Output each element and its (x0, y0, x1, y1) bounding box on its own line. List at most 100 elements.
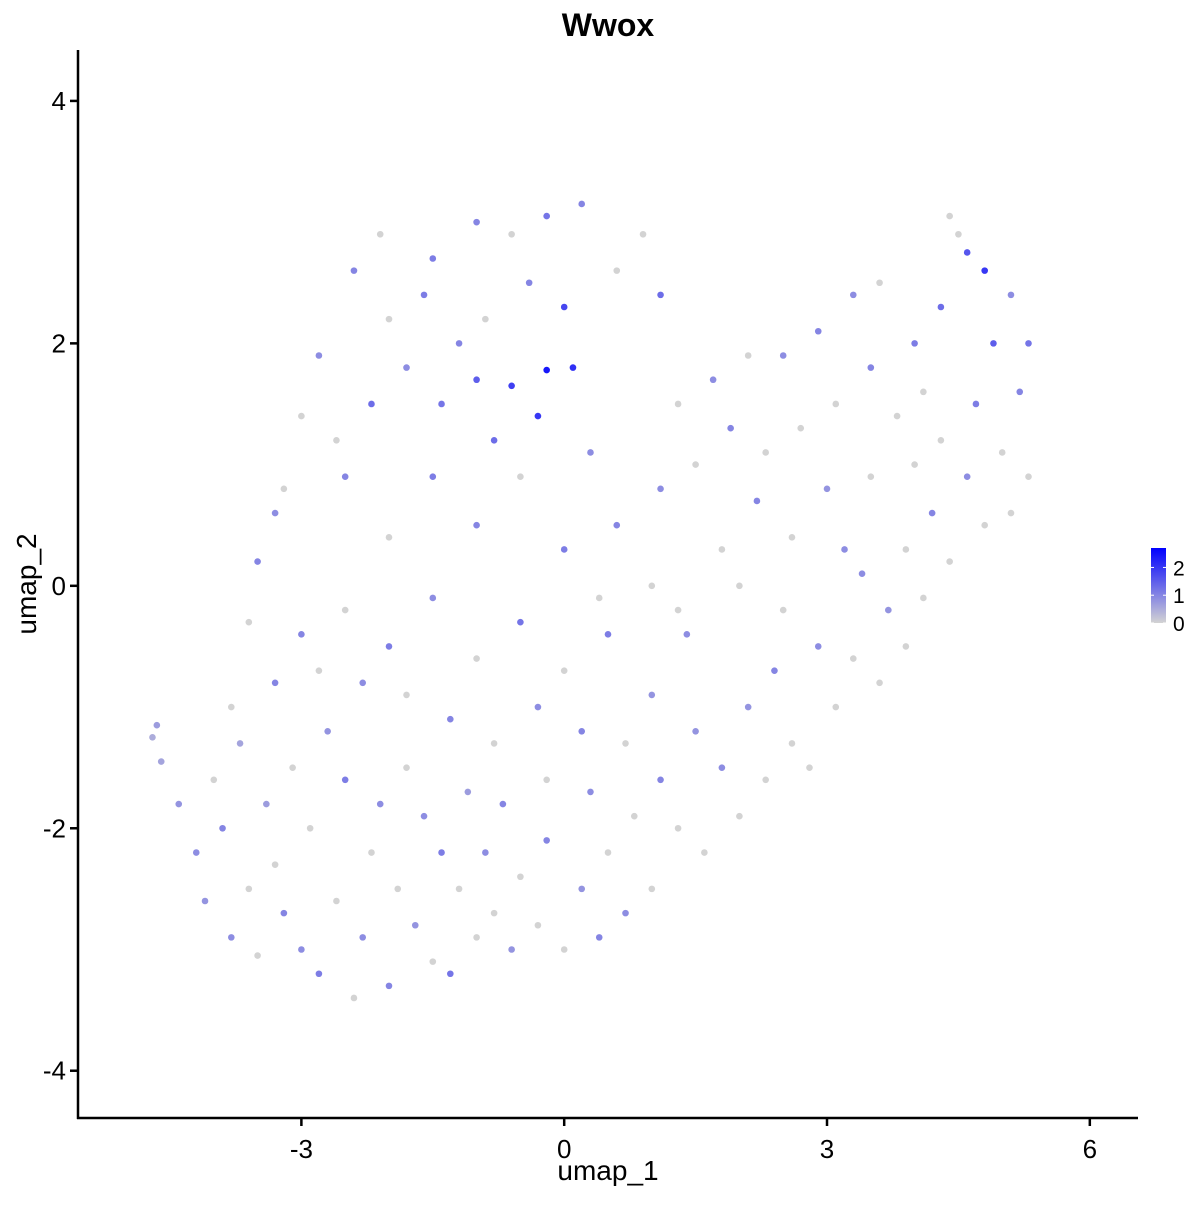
point (902, 643, 910, 650)
point (464, 788, 472, 796)
chart-title: Wwox (562, 7, 655, 43)
point (254, 952, 261, 959)
point (341, 776, 349, 784)
point (508, 382, 515, 390)
y-axis-label: umap_2 (11, 533, 42, 634)
point (858, 570, 866, 577)
point (876, 679, 883, 687)
point (578, 727, 586, 735)
point (350, 267, 358, 274)
point (718, 764, 726, 771)
x-tick-label: 3 (820, 1134, 834, 1164)
point (543, 366, 550, 374)
point (403, 691, 410, 699)
point (315, 352, 323, 359)
point (473, 521, 480, 529)
point (368, 400, 375, 408)
point (473, 655, 480, 662)
x-tick-label: -3 (290, 1134, 313, 1164)
point (630, 812, 638, 820)
point (692, 727, 699, 735)
y-tick-label: 2 (52, 328, 66, 358)
point (420, 812, 428, 820)
point (981, 267, 988, 274)
colorbar (1151, 548, 1166, 623)
point (560, 546, 568, 553)
point (1025, 473, 1032, 481)
point (981, 521, 988, 529)
point (560, 946, 568, 953)
point (359, 679, 367, 687)
point (245, 885, 253, 893)
point (709, 376, 717, 384)
point (298, 631, 305, 638)
point (403, 764, 410, 771)
point (376, 230, 384, 238)
point (657, 291, 664, 299)
point (841, 546, 848, 553)
point (683, 631, 691, 638)
point (876, 279, 883, 287)
point (508, 946, 515, 953)
point (403, 364, 410, 371)
point (289, 764, 296, 771)
point (560, 667, 568, 674)
colorbar-tick-label: 1 (1173, 585, 1185, 608)
point (341, 473, 349, 481)
x-tick-label: 0 (557, 1134, 571, 1164)
point (762, 449, 769, 456)
point (718, 546, 726, 553)
point (534, 412, 542, 420)
point (228, 934, 235, 941)
point (622, 740, 629, 747)
point (1007, 509, 1015, 517)
point (385, 643, 393, 650)
point (455, 340, 463, 347)
point (429, 473, 437, 481)
point (1007, 291, 1015, 299)
point (271, 861, 279, 868)
point (429, 594, 437, 602)
point (376, 800, 384, 808)
point (736, 812, 743, 820)
point (692, 461, 699, 468)
point (192, 849, 200, 856)
point (893, 412, 901, 420)
point (245, 618, 253, 626)
point (210, 776, 218, 784)
point (727, 424, 734, 432)
point (482, 849, 489, 856)
point (753, 497, 761, 505)
point (298, 412, 305, 420)
point (499, 800, 507, 808)
point (473, 376, 480, 384)
point (604, 631, 612, 638)
point (587, 788, 594, 796)
point (490, 740, 498, 747)
point (578, 200, 586, 208)
point (622, 909, 629, 917)
point (990, 340, 997, 347)
point (998, 449, 1006, 456)
point (175, 800, 183, 808)
point (473, 218, 480, 226)
point (762, 776, 769, 784)
point (1025, 340, 1032, 347)
point (569, 364, 577, 371)
point (578, 885, 586, 893)
point (1016, 388, 1024, 396)
point (411, 921, 419, 929)
point (228, 703, 235, 711)
point (359, 934, 367, 941)
point (263, 800, 270, 808)
point (385, 315, 393, 323)
point (604, 849, 612, 856)
point (928, 509, 936, 517)
point (674, 606, 682, 614)
point (447, 715, 454, 723)
point (674, 400, 682, 408)
point (595, 594, 603, 602)
point (788, 740, 796, 747)
point (236, 740, 244, 747)
